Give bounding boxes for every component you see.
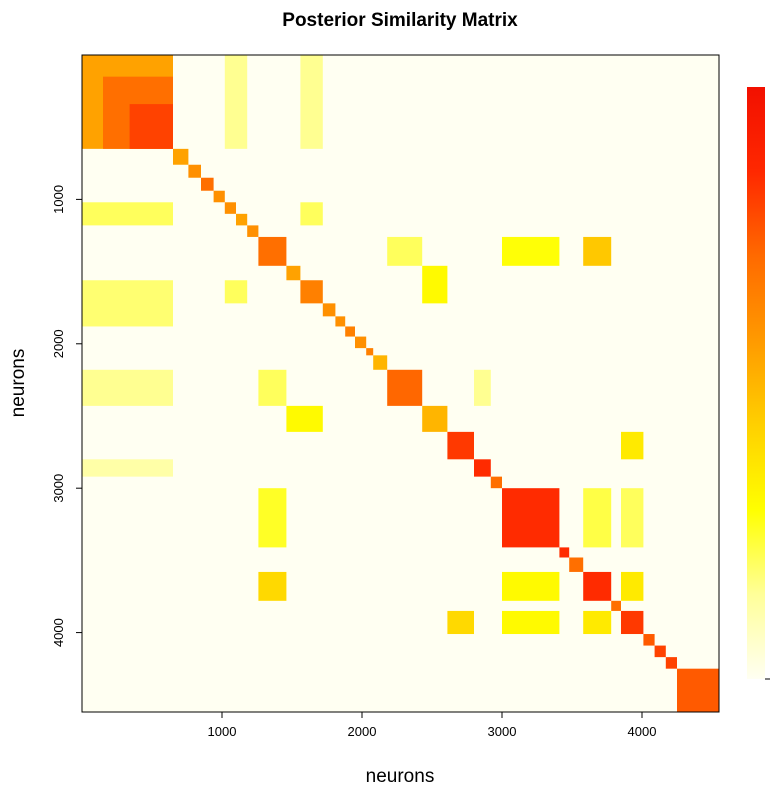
diagonal-block bbox=[355, 336, 367, 349]
diagonal-block bbox=[236, 213, 248, 226]
diagonal-block bbox=[373, 355, 388, 370]
off-diagonal-block bbox=[258, 369, 287, 406]
diagonal-block bbox=[258, 236, 287, 266]
off-diagonal-block bbox=[502, 610, 560, 635]
diagonal-block bbox=[322, 303, 336, 317]
color-legend-bar bbox=[747, 87, 765, 679]
x-axis: 1000 2000 3000 4000 bbox=[208, 711, 657, 739]
off-diagonal-block bbox=[82, 459, 173, 477]
off-diagonal-block bbox=[474, 369, 491, 406]
x-axis-label: neurons bbox=[366, 766, 435, 787]
diagonal-block bbox=[247, 225, 259, 237]
diagonal-block bbox=[490, 476, 502, 489]
off-diagonal-block bbox=[82, 202, 173, 226]
chart-title: Posterior Similarity Matrix bbox=[282, 10, 518, 31]
off-diagonal-block bbox=[621, 431, 644, 460]
x-tick-label: 1000 bbox=[208, 724, 237, 739]
diagonal-block bbox=[447, 431, 474, 460]
heatmap-plot-area bbox=[81, 54, 720, 713]
off-diagonal-block bbox=[422, 265, 448, 304]
diagonal-sub-block bbox=[129, 104, 173, 149]
diagonal-block bbox=[366, 348, 374, 356]
diagonal-block bbox=[559, 547, 570, 558]
diagonal-block bbox=[300, 280, 323, 304]
off-diagonal-block bbox=[286, 405, 323, 432]
off-diagonal-block bbox=[300, 55, 323, 149]
diagonal-block bbox=[621, 610, 644, 635]
diagonal-block bbox=[422, 405, 448, 432]
y-tick-label: 2000 bbox=[51, 329, 66, 358]
x-tick-label: 2000 bbox=[348, 724, 377, 739]
y-tick-label: 4000 bbox=[51, 618, 66, 647]
off-diagonal-block bbox=[258, 488, 287, 548]
diagonal-block bbox=[335, 316, 346, 327]
diagonal-block bbox=[286, 265, 301, 281]
off-diagonal-block bbox=[502, 571, 560, 601]
diagonal-block bbox=[569, 557, 584, 572]
diagonal-block bbox=[188, 164, 201, 178]
diagonal-block bbox=[502, 488, 560, 548]
diagonal-block bbox=[611, 600, 621, 611]
y-tick-label: 3000 bbox=[51, 474, 66, 503]
off-diagonal-block bbox=[258, 571, 287, 601]
diagonal-block bbox=[474, 459, 491, 477]
diagonal-block bbox=[665, 657, 677, 669]
diagonal-block bbox=[173, 148, 189, 165]
y-axis-label: neurons bbox=[8, 349, 29, 418]
off-diagonal-block bbox=[621, 488, 644, 548]
off-diagonal-block bbox=[583, 236, 612, 266]
off-diagonal-block bbox=[621, 571, 644, 601]
diagonal-block bbox=[643, 634, 655, 646]
off-diagonal-block bbox=[447, 610, 474, 635]
off-diagonal-block bbox=[82, 369, 173, 406]
off-diagonal-block bbox=[300, 202, 323, 226]
x-tick-label: 3000 bbox=[488, 724, 517, 739]
y-tick-label: 1000 bbox=[51, 185, 66, 214]
off-diagonal-block bbox=[224, 55, 248, 149]
off-diagonal-block bbox=[387, 236, 423, 266]
off-diagonal-block bbox=[583, 488, 612, 548]
diagonal-block bbox=[201, 177, 214, 191]
off-diagonal-block bbox=[502, 236, 560, 266]
x-tick-label: 4000 bbox=[628, 724, 657, 739]
diagonal-block bbox=[677, 668, 719, 712]
diagonal-block bbox=[224, 202, 236, 214]
diagonal-block bbox=[654, 645, 666, 658]
diagonal-block bbox=[583, 571, 612, 601]
diagonal-block bbox=[213, 190, 225, 203]
color-legend bbox=[747, 87, 770, 680]
diagonal-block bbox=[387, 369, 423, 406]
off-diagonal-block bbox=[82, 280, 173, 327]
off-diagonal-block bbox=[583, 610, 612, 635]
off-diagonal-block bbox=[224, 280, 248, 304]
heatmap-cells bbox=[82, 55, 719, 712]
y-axis: 1000 2000 3000 4000 bbox=[51, 185, 83, 647]
diagonal-block bbox=[345, 326, 355, 337]
